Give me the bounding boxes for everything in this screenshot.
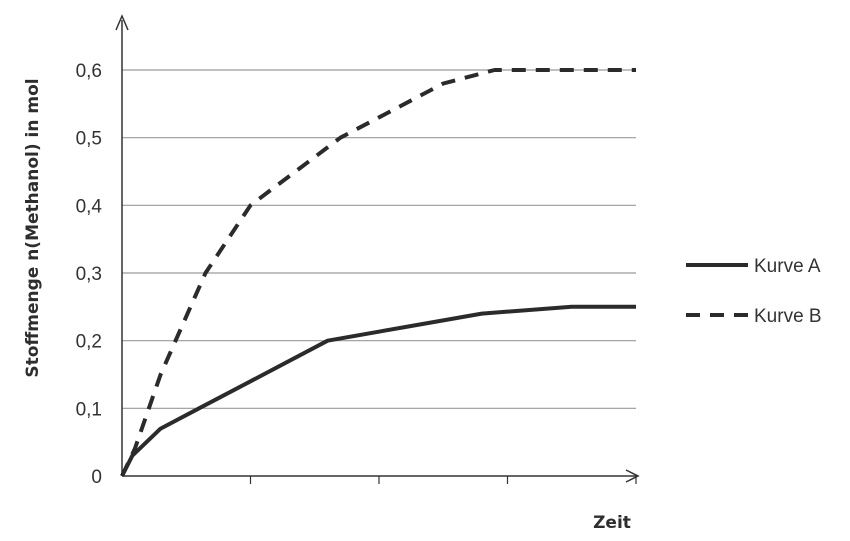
series-group	[120, 68, 636, 477]
series-line-kurve-b	[120, 68, 636, 477]
y-axis-arrow	[115, 14, 129, 31]
grid-lines	[122, 69, 636, 409]
series-line-kurve-a	[120, 304, 636, 477]
legend-label: Kurve A	[754, 256, 821, 277]
x-axis-label: Zeit	[593, 513, 631, 533]
x-axis-arrow	[625, 469, 640, 483]
legend-label: Kurve B	[754, 306, 822, 327]
y-tick-label: 0,2	[76, 332, 102, 353]
y-tick-label: 0,6	[76, 61, 102, 82]
y-tick-label: 0,5	[76, 129, 102, 150]
y-tick-labels: 0 0,1 0,2 0,3 0,4 0,5 0,6	[76, 61, 103, 488]
y-tick-label: 0	[91, 467, 102, 488]
y-tick-label: 0,4	[76, 196, 103, 217]
y-tick-label: 0,3	[76, 264, 102, 285]
legend: Kurve A Kurve B	[686, 256, 822, 327]
x-ticks	[249, 476, 637, 484]
y-tick-label: 0,1	[76, 399, 102, 420]
y-axis-label: Stoffmenge n(Methanol) in mol	[23, 78, 43, 377]
